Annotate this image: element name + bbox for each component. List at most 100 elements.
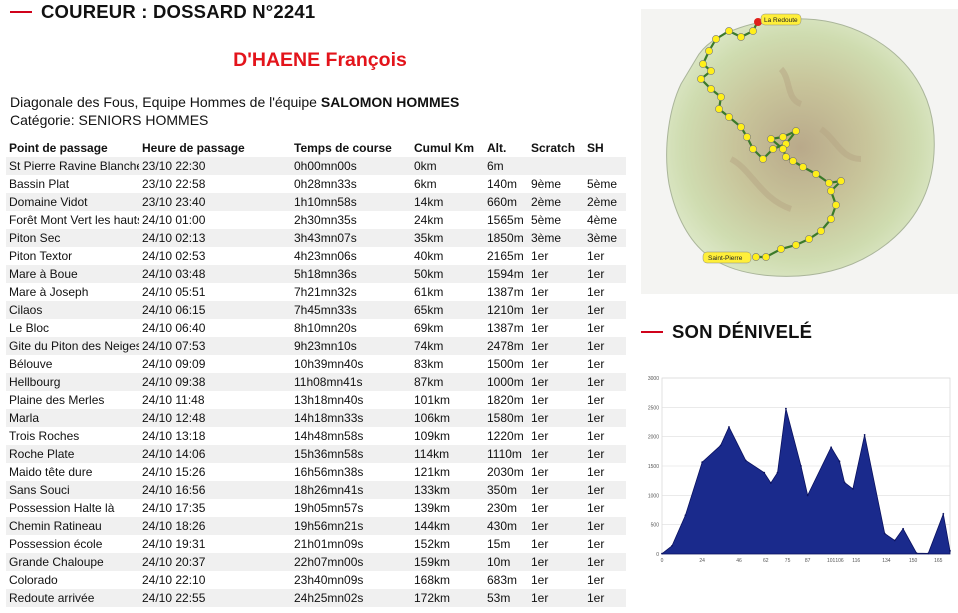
table-header-row: Point de passage Heure de passage Temps de… bbox=[6, 139, 626, 157]
table-cell: 1er bbox=[531, 393, 549, 407]
table-cell: 24/10 20:37 bbox=[142, 555, 206, 569]
table-cell: Bassin Plat bbox=[9, 177, 70, 191]
table-cell: 1er bbox=[587, 483, 605, 497]
y-tick-label: 0 bbox=[656, 552, 659, 558]
results-table: Point de passage Heure de passage Temps de… bbox=[6, 139, 626, 607]
x-tick-label: 46 bbox=[736, 558, 742, 564]
table-cell: 1850m bbox=[487, 231, 524, 245]
table-cell: 1820m bbox=[487, 393, 524, 407]
table-cell: 0h00mn00s bbox=[294, 159, 357, 173]
elevation-accent-bar bbox=[641, 331, 663, 333]
table-cell: 1er bbox=[531, 519, 549, 533]
table-cell: 24h25mn02s bbox=[294, 591, 364, 605]
table-row: Sans Souci 24/10 16:56 18h26mn41s 133km 350m… bbox=[6, 481, 626, 499]
x-tick-label: 106 bbox=[835, 558, 844, 564]
table-cell: 23h40mn09s bbox=[294, 573, 364, 587]
table-cell: 24/10 11:48 bbox=[142, 393, 205, 407]
table-cell: 24/10 14:06 bbox=[142, 447, 206, 461]
table-cell: Colorado bbox=[9, 573, 58, 587]
table-cell: 23/10 22:30 bbox=[142, 159, 206, 173]
table-cell: St Pierre Ravine Blanche bbox=[9, 159, 139, 173]
table-cell: Forêt Mont Vert les hauts bbox=[9, 213, 139, 227]
checkpoint-markers bbox=[697, 27, 845, 261]
table-cell: 1er bbox=[587, 519, 605, 533]
table-cell: 24/10 17:35 bbox=[142, 501, 206, 515]
checkpoint-marker bbox=[779, 145, 787, 153]
table-cell: 1er bbox=[587, 393, 605, 407]
runner-name: D'HAENE François bbox=[233, 49, 407, 71]
elevation-point bbox=[927, 552, 930, 555]
table-row: Piton Textor 24/10 02:53 4h23mn06s 40km 2165… bbox=[6, 247, 626, 265]
table-cell bbox=[528, 157, 584, 175]
table-cell: 2030m bbox=[487, 465, 524, 479]
elevation-point bbox=[863, 434, 866, 436]
table-row: Hellbourg 24/10 09:38 11h08mn41s 87km 1000m 1… bbox=[6, 373, 626, 391]
elevation-point bbox=[800, 465, 802, 467]
table-cell: 1er bbox=[531, 375, 549, 389]
table-cell: 1er bbox=[531, 357, 549, 371]
checkpoint-marker bbox=[762, 253, 770, 261]
checkpoint-marker bbox=[779, 133, 787, 141]
y-tick-label: 1500 bbox=[648, 464, 659, 470]
table-cell: Cilaos bbox=[9, 303, 43, 317]
table-row: Grande Chaloupe 24/10 20:37 22h07mn00s 159k… bbox=[6, 553, 626, 571]
team-line: Diagonale des Fous, Equipe Hommes de l'é… bbox=[10, 94, 459, 110]
category-line: Catégorie: SENIORS HOMMES bbox=[10, 112, 209, 128]
table-cell: 7h21mn32s bbox=[294, 285, 357, 299]
y-tick-label: 2000 bbox=[648, 435, 659, 441]
table-cell: Grande Chaloupe bbox=[9, 555, 104, 569]
start-label: Saint-Pierre bbox=[708, 255, 743, 262]
table-cell: 144km bbox=[414, 519, 451, 533]
table-cell: 0h28mn33s bbox=[294, 177, 357, 191]
team-name: SALOMON HOMMES bbox=[320, 94, 460, 110]
table-cell: 24/10 02:13 bbox=[142, 231, 206, 245]
table-cell: 11h08mn41s bbox=[294, 375, 363, 389]
table-cell: 14km bbox=[414, 195, 444, 209]
table-row: Plaine des Merles 24/10 11:48 13h18mn40s 10… bbox=[6, 391, 626, 409]
table-cell: 1er bbox=[531, 501, 549, 515]
table-cell: 22h07mn00s bbox=[294, 555, 364, 569]
table-cell: 14h18mn33s bbox=[294, 411, 364, 425]
table-cell: 1er bbox=[531, 339, 549, 353]
table-cell: 660m bbox=[487, 195, 518, 209]
y-tick-label: 500 bbox=[651, 523, 660, 529]
table-cell: 1er bbox=[587, 411, 605, 425]
table-cell: 3ème bbox=[531, 231, 562, 245]
table-cell: 1565m bbox=[487, 213, 524, 227]
elevation-point bbox=[883, 532, 886, 535]
table-row: Cilaos 24/10 06:15 7h45mn33s 65km 1210m 1er 1e… bbox=[6, 301, 626, 319]
y-tick-label: 3000 bbox=[648, 376, 659, 382]
table-cell: Gite du Piton des Neiges bbox=[9, 339, 139, 353]
checkpoint-marker bbox=[827, 215, 835, 223]
elevation-point bbox=[893, 539, 896, 542]
table-cell: 61km bbox=[414, 285, 444, 299]
table-cell: 18h26mn41s bbox=[294, 483, 364, 497]
x-tick-label: 150 bbox=[909, 558, 918, 564]
finish-label: La Redoute bbox=[764, 17, 798, 24]
table-cell: Trois Roches bbox=[9, 429, 80, 443]
table-cell: 24/10 15:26 bbox=[142, 465, 206, 479]
table-cell: 40km bbox=[414, 249, 444, 263]
page-title: COUREUR : DOSSARD N°2241 bbox=[41, 1, 316, 22]
table-cell: 1580m bbox=[487, 411, 524, 425]
checkpoint-marker bbox=[817, 227, 825, 235]
table-cell: 1210m bbox=[487, 303, 524, 317]
table-cell: 6m bbox=[487, 159, 504, 173]
elevation-point bbox=[769, 482, 772, 484]
table-cell: 69km bbox=[414, 321, 444, 335]
x-tick-label: 116 bbox=[852, 558, 860, 564]
table-cell: 109km bbox=[414, 429, 451, 443]
table-cell: 1er bbox=[587, 321, 605, 335]
checkpoint-marker bbox=[799, 163, 807, 171]
table-row: Maido tête dure 24/10 15:26 16h56mn38s 121k… bbox=[6, 463, 626, 481]
table-cell: 24/10 02:53 bbox=[142, 249, 206, 263]
column-header: Alt. bbox=[487, 141, 507, 155]
table-cell: 15h36mn58s bbox=[294, 447, 364, 461]
checkpoint-marker bbox=[752, 253, 760, 261]
table-row: Mare à Boue 24/10 03:48 5h18mn36s 50km 1594m… bbox=[6, 265, 626, 283]
elevation-point bbox=[838, 460, 841, 463]
table-cell: 1er bbox=[587, 501, 605, 515]
elevation-point bbox=[661, 552, 663, 555]
table-cell: Sans Souci bbox=[9, 483, 70, 497]
table-cell: Possession Halte là bbox=[9, 501, 115, 515]
